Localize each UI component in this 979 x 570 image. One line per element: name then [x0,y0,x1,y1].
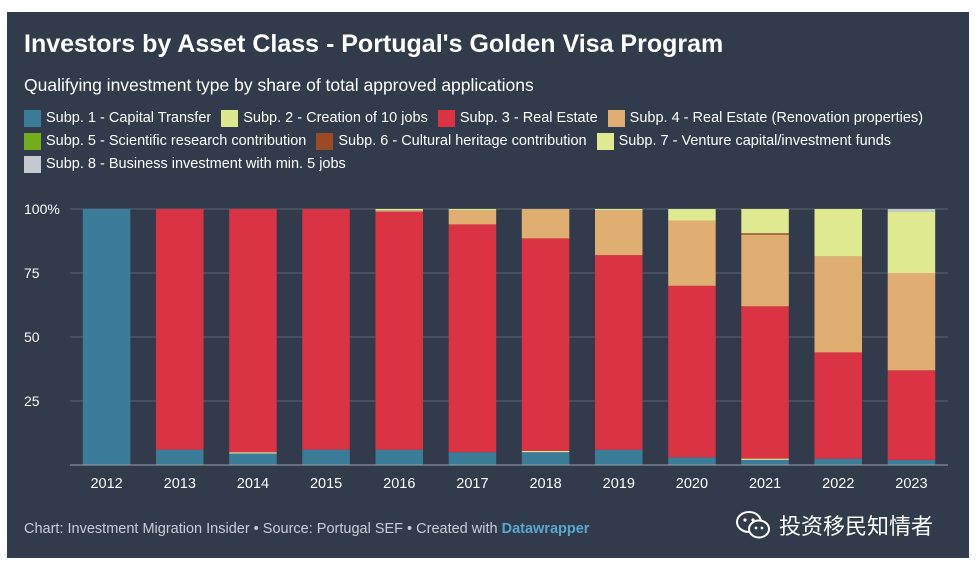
legend-label-subp-1: Subp. 1 - Capital Transfer [46,110,212,126]
bar-segment [668,209,716,221]
x-tick-label: 2013 [164,476,196,492]
legend-item-subp-2: Subp. 2 - Creation of 10 jobs [221,109,428,127]
chart-subtitle: Qualifying investment type by share of t… [24,75,534,95]
x-tick-label: 2012 [90,476,122,492]
x-tick-label: 2019 [603,476,635,492]
bar-segment [741,209,789,234]
bar-segment [375,210,423,212]
bar-segment [521,209,570,239]
bar-segment [448,209,497,211]
bar-segment [887,370,936,460]
legend-swatch-subp-5 [24,132,41,150]
bar-segment [595,255,643,450]
legend-label-subp-2: Subp. 2 - Creation of 10 jobs [243,110,428,126]
x-tick-label: 2014 [237,476,269,492]
footer-source-text: Chart: Investment Migration Insider • So… [24,521,502,537]
bar-segment [668,220,716,286]
y-tick-label: 50 [24,329,40,345]
legend-swatch-subp-8 [24,155,41,173]
legend-item-subp-4: Subp. 4 - Real Estate (Renovation proper… [607,109,924,127]
legend-label-subp-6: Subp. 6 - Cultural heritage contribution [338,133,587,149]
bar-segment [229,453,277,465]
bar-segment [375,211,423,450]
x-tick-label: 2017 [456,476,488,492]
bar-segment [741,233,789,235]
bar-segment [448,210,497,225]
legend-label-subp-8: Subp. 8 - Business investment with min. … [46,156,346,172]
bar-segment [887,459,936,465]
legend-item-subp-6: Subp. 6 - Cultural heritage contribution [316,132,587,150]
bar-segment [448,224,497,453]
x-tick-label: 2021 [749,476,781,492]
legend-swatch-subp-4 [607,109,625,127]
legend-swatch-subp-2 [221,109,239,127]
bar-segment [82,209,131,465]
watermark-text: 投资移民知情者 [779,515,934,540]
y-tick-label: 75 [24,265,40,281]
wechat-icon [736,511,770,539]
bar-segment [448,452,497,465]
bar-segment [741,234,789,307]
bar-segment [741,459,789,465]
watermark: 投资移民知情者 [735,509,933,541]
legend-item-subp-3: Subp. 3 - Real Estate [437,109,598,127]
bar-segment [887,211,936,273]
y-tick-label: 100% [24,201,60,217]
chart-footer: Chart: Investment Migration Insider • So… [24,521,589,537]
legend-swatch-subp-6 [316,132,334,150]
bar-segment [156,449,204,465]
x-tick-label: 2016 [383,476,415,492]
bar-segment [521,452,570,465]
datawrapper-link[interactable]: Datawrapper [501,521,590,537]
bar-segment [887,273,936,371]
bar-segment [814,256,862,353]
legend-item-subp-5: Subp. 5 - Scientific research contributi… [24,132,307,150]
x-tick-label: 2015 [310,476,342,492]
bar-segment [375,209,423,211]
legend-row-3: Subp. 8 - Business investment with min. … [24,154,356,174]
bar-segment [741,306,789,459]
bar-segment [229,209,277,453]
legend-label-subp-5: Subp. 5 - Scientific research contributi… [46,133,307,149]
bar-segment [156,209,204,450]
bar-segment [521,450,570,453]
x-tick-label: 2023 [895,476,927,492]
legend-row-2: Subp. 5 - Scientific research contributi… [24,131,901,151]
legend-label-subp-3: Subp. 3 - Real Estate [459,110,598,126]
bar-segment [595,209,643,211]
bar-segment [595,449,643,465]
chart-title: Investors by Asset Class - Portugal's Go… [24,30,724,58]
legend-swatch-subp-1 [24,109,41,127]
bar-segment [814,209,862,257]
bar-segment [668,285,716,458]
legend-item-subp-7: Subp. 7 - Venture capital/investment fun… [596,132,892,150]
x-tick-label: 2018 [529,476,561,492]
x-tick-label: 2022 [822,476,854,492]
legend-swatch-subp-3 [437,109,455,127]
bar-segment [375,449,423,465]
bar-segment [814,352,862,459]
bar-segment [887,209,936,212]
legend-label-subp-7: Subp. 7 - Venture capital/investment fun… [618,133,892,149]
chart-card: Investors by Asset Class - Portugal's Go… [7,12,969,558]
bar-segment [302,209,350,450]
bar-segment [814,458,862,465]
legend-label-subp-4: Subp. 4 - Real Estate (Renovation proper… [629,110,924,126]
legend-item-subp-1: Subp. 1 - Capital Transfer [24,109,212,127]
x-tick-label: 2020 [676,476,708,492]
bar-segment [741,458,789,460]
bar-segment [668,457,716,465]
stacked-bar-chart: 100% 75 50 25 2012 2013 2014 2015 2016 2017 2018 20… [24,201,948,492]
legend-swatch-subp-7 [596,132,614,150]
y-tick-label: 25 [24,393,40,409]
legend-row-1: Subp. 1 - Capital Transfer Subp. 2 - Cre… [24,108,933,128]
bar-segment [595,210,643,256]
bar-segment [302,449,350,465]
legend-item-subp-8: Subp. 8 - Business investment with min. … [24,155,346,173]
bar-segment [229,452,277,454]
bar-segment [521,238,570,451]
